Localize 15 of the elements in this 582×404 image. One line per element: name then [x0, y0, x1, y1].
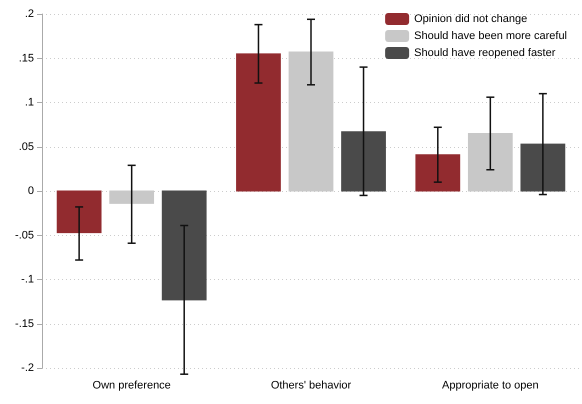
- legend-label: Opinion did not change: [414, 13, 528, 25]
- legend-label: Should have reopened faster: [414, 47, 556, 59]
- y-tick-label: -.2: [21, 362, 34, 374]
- y-tick-label: .15: [18, 52, 34, 64]
- x-tick-label: Others' behavior: [270, 380, 352, 392]
- x-tick-label: Appropriate to open: [442, 380, 539, 392]
- y-tick-label: 0: [28, 185, 34, 197]
- legend-label: Should have been more careful: [414, 30, 568, 42]
- y-tick-label: .2: [24, 8, 34, 20]
- y-tick-label: -.15: [15, 318, 34, 330]
- x-tick-label: Own preference: [92, 380, 171, 392]
- y-tick-label: -.05: [15, 229, 34, 242]
- y-tick-label: .05: [18, 140, 34, 153]
- y-tick-label: -.1: [21, 274, 34, 286]
- y-tick-label: .1: [24, 96, 34, 108]
